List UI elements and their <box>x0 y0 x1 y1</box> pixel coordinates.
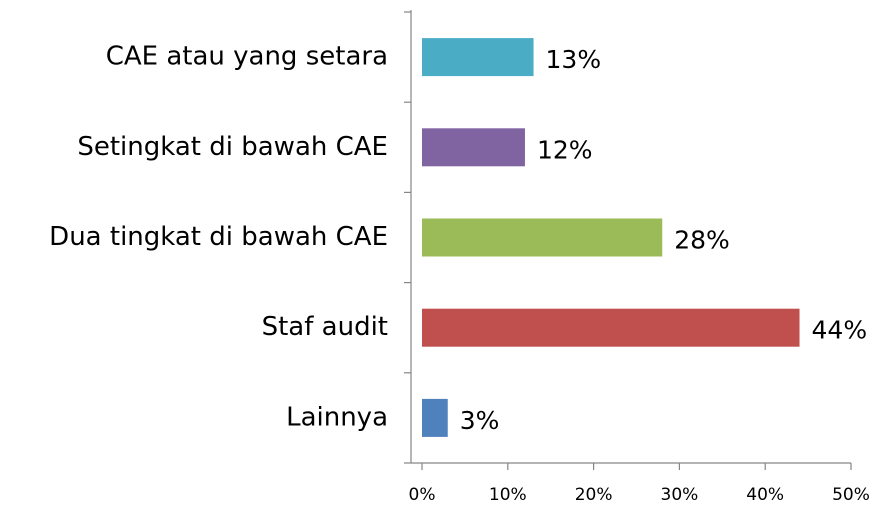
y-tick-label: Staf audit <box>262 312 388 342</box>
x-tick-label: 30% <box>661 485 699 505</box>
bar <box>422 38 534 77</box>
bar <box>422 308 800 347</box>
bar <box>422 218 663 257</box>
y-tick-label: CAE atau yang setara <box>106 42 388 72</box>
value-label: 12% <box>537 135 593 164</box>
x-tick-label: 50% <box>832 485 870 505</box>
y-tick-label: Lainnya <box>286 402 388 432</box>
value-label: 44% <box>812 316 868 345</box>
bar <box>422 398 448 437</box>
x-tick-label: 20% <box>575 485 613 505</box>
y-tick-label: Setingkat di bawah CAE <box>77 132 388 162</box>
value-label: 28% <box>674 226 730 255</box>
x-tick-label: 0% <box>409 485 436 505</box>
value-label: 13% <box>546 45 602 74</box>
x-tick-label: 40% <box>746 485 784 505</box>
x-tick-label: 10% <box>489 485 527 505</box>
bar <box>422 128 525 167</box>
value-label: 3% <box>460 406 500 435</box>
y-tick-label: Dua tingkat di bawah CAE <box>49 222 388 252</box>
